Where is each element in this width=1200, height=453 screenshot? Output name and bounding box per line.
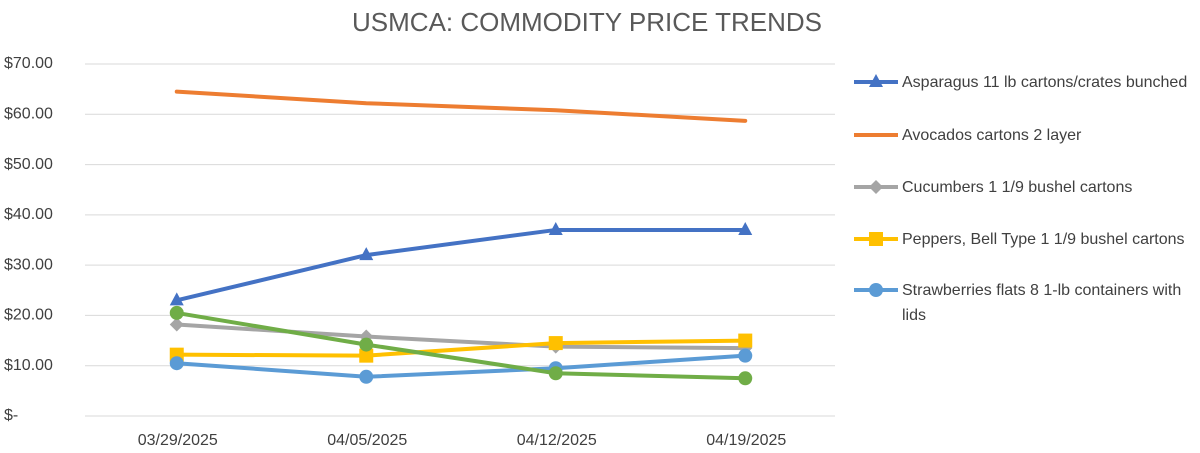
legend-swatch bbox=[854, 232, 898, 246]
marker bbox=[548, 221, 563, 235]
x-tick-label: 03/29/2025 bbox=[138, 432, 218, 449]
x-tick-label: 04/19/2025 bbox=[706, 432, 786, 449]
marker bbox=[359, 369, 374, 384]
y-tick-label: $30.00 bbox=[4, 256, 53, 273]
marker bbox=[869, 283, 883, 297]
legend-swatch bbox=[854, 74, 898, 87]
x-tick-label: 04/05/2025 bbox=[327, 432, 407, 449]
y-tick-label: $70.00 bbox=[4, 55, 53, 72]
y-tick-label: $20.00 bbox=[4, 307, 53, 324]
series-line bbox=[174, 227, 748, 303]
legend-label: Cucumbers 1 1/9 bushel cartons bbox=[902, 179, 1133, 196]
marker bbox=[359, 337, 374, 352]
marker bbox=[169, 317, 184, 332]
marker bbox=[548, 366, 563, 381]
legend-swatch bbox=[854, 133, 898, 137]
series-line bbox=[174, 89, 748, 123]
legend-label: Avocados cartons 2 layer bbox=[902, 127, 1082, 144]
marker bbox=[869, 180, 883, 194]
legend-item: Avocados cartons 2 layer bbox=[850, 123, 1195, 148]
y-tick-label: $- bbox=[4, 407, 18, 424]
y-tick-label: $10.00 bbox=[4, 357, 53, 374]
marker bbox=[869, 74, 883, 87]
marker bbox=[738, 371, 753, 386]
legend-label: Asparagus 11 lb cartons/crates bunched bbox=[902, 74, 1188, 91]
y-tick-label: $40.00 bbox=[4, 206, 53, 223]
chart-title: USMCA: COMMODITY PRICE TRENDS bbox=[352, 7, 822, 37]
marker bbox=[359, 247, 374, 261]
marker bbox=[359, 348, 374, 363]
marker bbox=[169, 292, 184, 306]
legend-label: Strawberries flats 8 1-lb containers wit… bbox=[902, 282, 1182, 324]
series-line bbox=[174, 310, 748, 381]
marker bbox=[169, 356, 184, 371]
legend-item: Cucumbers 1 1/9 bushel cartons bbox=[850, 175, 1195, 200]
y-tick-label: $50.00 bbox=[4, 156, 53, 173]
marker bbox=[869, 232, 883, 246]
legend-item: Asparagus 11 lb cartons/crates bunched bbox=[850, 70, 1195, 95]
legend-label: Peppers, Bell Type 1 1/9 bushel cartons bbox=[902, 231, 1185, 248]
series-line bbox=[174, 338, 748, 358]
legend-swatch bbox=[854, 283, 898, 297]
x-tick-label: 04/12/2025 bbox=[517, 432, 597, 449]
marker bbox=[738, 348, 753, 363]
legend-item: Peppers, Bell Type 1 1/9 bushel cartons bbox=[850, 227, 1195, 252]
y-tick-label: $60.00 bbox=[4, 106, 53, 123]
marker bbox=[738, 221, 753, 235]
series-line bbox=[174, 353, 748, 379]
legend-item: Strawberries flats 8 1-lb containers wit… bbox=[850, 278, 1195, 328]
marker bbox=[169, 305, 184, 320]
marker bbox=[548, 336, 563, 351]
marker bbox=[738, 333, 753, 348]
legend-swatch bbox=[854, 180, 898, 194]
chart: USMCA: COMMODITY PRICE TRENDS $- $10.00 $2… bbox=[4, 7, 835, 449]
